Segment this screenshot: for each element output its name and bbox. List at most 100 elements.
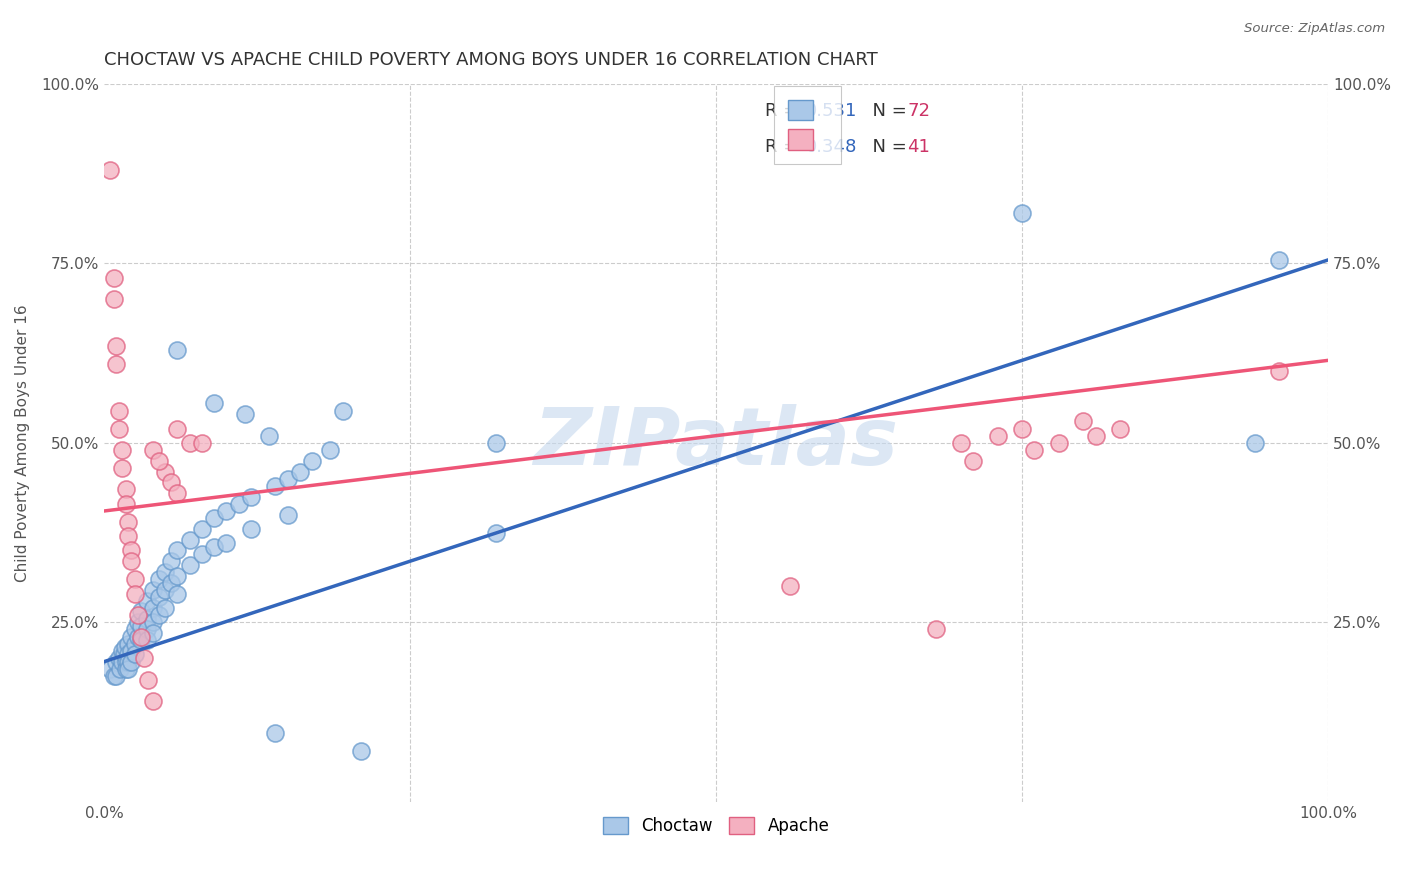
Point [1243, 435, 1265, 450]
Point [105, 669, 128, 683]
Point [1011, 206, 1033, 220]
Point [124, 586, 146, 600]
Point [166, 568, 188, 582]
Point [117, 662, 139, 676]
Text: 72: 72 [907, 103, 929, 120]
Point [301, 454, 323, 468]
Point [124, 572, 146, 586]
Point [115, 483, 138, 497]
Point [117, 515, 139, 529]
Point [103, 669, 125, 683]
Point [166, 343, 188, 357]
Point [153, 600, 176, 615]
Text: 41: 41 [907, 138, 929, 156]
Point [124, 623, 146, 637]
Text: CHOCTAW VS APACHE CHILD POVERTY AMONG BOYS UNDER 16 CORRELATION CHART: CHOCTAW VS APACHE CHILD POVERTY AMONG BO… [104, 51, 877, 69]
Point [114, 640, 136, 655]
Point [485, 435, 508, 450]
Point [107, 421, 129, 435]
Text: 0.531: 0.531 [806, 103, 856, 120]
Point [111, 655, 134, 669]
Point [202, 511, 225, 525]
Text: ZIPatlas: ZIPatlas [533, 404, 898, 482]
Point [239, 490, 262, 504]
Point [160, 575, 183, 590]
Point [215, 536, 238, 550]
Point [166, 421, 188, 435]
Point [142, 600, 165, 615]
Point [166, 486, 188, 500]
Point [1024, 443, 1046, 458]
Text: N =: N = [860, 138, 912, 156]
Point [111, 443, 134, 458]
Point [120, 554, 142, 568]
Point [148, 590, 170, 604]
Point [135, 612, 157, 626]
Point [949, 435, 972, 450]
Point [202, 540, 225, 554]
Point [142, 626, 165, 640]
Point [1071, 414, 1094, 428]
Point [228, 497, 250, 511]
Point [108, 662, 131, 676]
Point [1268, 364, 1291, 378]
Point [1268, 252, 1291, 267]
Y-axis label: Child Poverty Among Boys Under 16: Child Poverty Among Boys Under 16 [15, 304, 30, 582]
Point [135, 633, 157, 648]
Point [120, 543, 142, 558]
Point [142, 615, 165, 630]
Point [1047, 435, 1070, 450]
Point [239, 522, 262, 536]
Point [105, 357, 128, 371]
Point [257, 428, 280, 442]
Point [160, 554, 183, 568]
Point [120, 630, 142, 644]
Point [485, 525, 508, 540]
Point [127, 608, 149, 623]
Point [105, 339, 128, 353]
Point [115, 497, 138, 511]
Point [112, 648, 135, 662]
Point [319, 443, 342, 458]
Point [153, 465, 176, 479]
Point [117, 637, 139, 651]
Point [111, 461, 134, 475]
Text: R =: R = [765, 103, 804, 120]
Point [191, 522, 214, 536]
Point [215, 504, 238, 518]
Point [925, 623, 948, 637]
Point [129, 633, 152, 648]
Point [277, 472, 299, 486]
Point [127, 615, 149, 630]
Point [1084, 428, 1107, 442]
Point [148, 608, 170, 623]
Point [148, 454, 170, 468]
Point [153, 565, 176, 579]
Point [962, 454, 984, 468]
Point [103, 293, 125, 307]
Point [288, 465, 311, 479]
Point [153, 582, 176, 597]
Point [111, 644, 134, 658]
Point [264, 726, 287, 740]
Point [136, 673, 159, 687]
Point [103, 270, 125, 285]
Point [120, 655, 142, 669]
Point [191, 435, 214, 450]
Point [142, 582, 165, 597]
Point [179, 435, 201, 450]
Point [166, 586, 188, 600]
Point [120, 644, 142, 658]
Point [117, 529, 139, 543]
Point [129, 619, 152, 633]
Point [115, 655, 138, 669]
Point [98, 662, 121, 676]
Point [115, 662, 138, 676]
Point [202, 396, 225, 410]
Point [124, 637, 146, 651]
Point [233, 407, 256, 421]
Point [987, 428, 1010, 442]
Point [107, 651, 129, 665]
Text: R =: R = [765, 138, 804, 156]
Point [142, 443, 165, 458]
